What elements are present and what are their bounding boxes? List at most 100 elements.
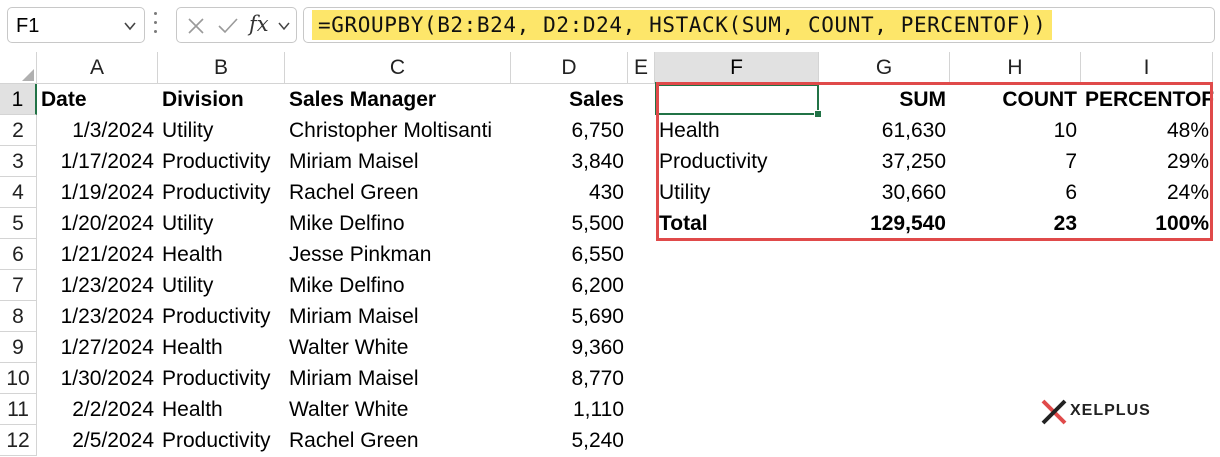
table-cell[interactable]: Walter White	[289, 336, 409, 359]
row-header-1[interactable]: 1	[0, 84, 37, 115]
groupby-cell[interactable]: 37,250	[881, 150, 946, 173]
table-cell[interactable]: Utility	[162, 274, 214, 297]
table-cell[interactable]: Jesse Pinkman	[289, 243, 432, 266]
table-cell[interactable]: Productivity	[162, 305, 271, 328]
table-cell[interactable]: 6,200	[571, 274, 624, 297]
column-header-i[interactable]: I	[1081, 52, 1213, 84]
groupby-cell[interactable]: Health	[659, 119, 720, 142]
table-cell[interactable]: 6,550	[571, 243, 624, 266]
table-cell[interactable]: Productivity	[162, 367, 271, 390]
table-cell[interactable]: 2/2/2024	[72, 398, 154, 421]
cancel-icon[interactable]	[187, 17, 205, 35]
fill-handle[interactable]	[814, 110, 822, 118]
groupby-total-cell[interactable]: 129,540	[870, 212, 946, 235]
groupby-cell[interactable]: 24%	[1166, 181, 1209, 204]
table-cell[interactable]: Productivity	[162, 429, 271, 452]
row-header-2[interactable]: 2	[0, 115, 37, 146]
table-cell[interactable]: Utility	[162, 212, 214, 235]
column-header-f[interactable]: F	[655, 52, 819, 84]
table-cell[interactable]: 1/30/2024	[60, 367, 154, 390]
table-cell[interactable]: Walter White	[289, 398, 409, 421]
row-header-4[interactable]: 4	[0, 177, 37, 208]
formula-input[interactable]: =GROUPBY(B2:B24, D2:D24, HSTACK(SUM, COU…	[303, 7, 1215, 43]
table-cell[interactable]: 1/17/2024	[60, 150, 154, 173]
table-cell[interactable]: 1/23/2024	[60, 274, 154, 297]
table-cell[interactable]: Miriam Maisel	[289, 305, 419, 328]
row-header-10[interactable]: 10	[0, 363, 37, 394]
groupby-header-cell[interactable]: SUM	[899, 88, 946, 111]
row-header-8[interactable]: 8	[0, 301, 37, 332]
row-header-9[interactable]: 9	[0, 332, 37, 363]
groupby-cell[interactable]: 29%	[1166, 150, 1209, 173]
groupby-cell[interactable]: Productivity	[659, 150, 768, 173]
table-cell[interactable]: Health	[162, 243, 223, 266]
select-all-corner[interactable]	[0, 52, 37, 84]
column-header-b[interactable]: B	[158, 52, 285, 84]
insert-function-icon[interactable]: fx	[249, 12, 269, 36]
groupby-cell[interactable]: 7	[1065, 150, 1077, 173]
table-cell[interactable]: 5,690	[571, 305, 624, 328]
column-header-a[interactable]: A	[37, 52, 158, 84]
groupby-cell[interactable]: 10	[1053, 119, 1077, 142]
table-header-cell[interactable]: Division	[162, 88, 244, 111]
table-cell[interactable]: 1/21/2024	[60, 243, 154, 266]
drag-handle-icon[interactable]	[152, 12, 160, 38]
chevron-down-icon[interactable]	[277, 19, 291, 33]
table-cell[interactable]: Mike Delfino	[289, 274, 405, 297]
table-cell[interactable]: 2/5/2024	[72, 429, 154, 452]
table-cell[interactable]: Rachel Green	[289, 181, 419, 204]
table-cell[interactable]: 5,500	[571, 212, 624, 235]
table-header-cell[interactable]: Sales Manager	[289, 88, 437, 111]
row-header-12[interactable]: 12	[0, 425, 37, 456]
table-cell[interactable]: Rachel Green	[289, 429, 419, 452]
groupby-total-cell[interactable]: 23	[1053, 212, 1077, 235]
table-cell[interactable]: Productivity	[162, 181, 271, 204]
table-cell[interactable]: Miriam Maisel	[289, 367, 419, 390]
table-cell[interactable]: 6,750	[571, 119, 624, 142]
row-header-11[interactable]: 11	[0, 394, 37, 425]
table-cell[interactable]: Christopher Moltisanti	[289, 119, 493, 142]
column-header-g[interactable]: G	[819, 52, 950, 84]
row-header-6[interactable]: 6	[0, 239, 37, 270]
groupby-cell[interactable]: 48%	[1166, 119, 1209, 142]
row-header-7[interactable]: 7	[0, 270, 37, 301]
table-cell[interactable]: 3,840	[571, 150, 624, 173]
table-cell[interactable]: Utility	[162, 119, 214, 142]
groupby-header-cell[interactable]: PERCENTOF	[1085, 88, 1215, 111]
table-cell[interactable]: 1/23/2024	[60, 305, 154, 328]
groupby-cell[interactable]: Utility	[659, 181, 711, 204]
table-header-cell[interactable]: Date	[41, 88, 87, 111]
table-cell[interactable]: 9,360	[571, 336, 624, 359]
table-cell[interactable]: 430	[588, 181, 624, 204]
row-header-5[interactable]: 5	[0, 208, 37, 239]
active-cell-F1[interactable]	[655, 84, 819, 115]
groupby-total-cell[interactable]: 100%	[1155, 212, 1209, 235]
name-box[interactable]: F1	[7, 7, 145, 43]
column-header-c[interactable]: C	[285, 52, 511, 84]
table-cell[interactable]: Health	[162, 398, 223, 421]
enter-check-icon[interactable]	[217, 17, 239, 35]
chevron-down-icon[interactable]	[122, 18, 138, 34]
groupby-cell[interactable]: 6	[1065, 181, 1077, 204]
column-header-d[interactable]: D	[511, 52, 628, 84]
groupby-cell[interactable]: 30,660	[881, 181, 946, 204]
groupby-header-cell[interactable]: COUNT	[1002, 88, 1077, 111]
table-cell[interactable]: Productivity	[162, 150, 271, 173]
table-cell[interactable]: 1/27/2024	[60, 336, 154, 359]
table-cell[interactable]: Mike Delfino	[289, 212, 405, 235]
table-header-cell[interactable]: Sales	[569, 88, 624, 111]
table-cell[interactable]: 1,110	[573, 398, 624, 421]
groupby-cell[interactable]: 61,630	[881, 119, 946, 142]
column-header-h[interactable]: H	[950, 52, 1081, 84]
table-cell[interactable]: 5,240	[571, 429, 624, 452]
row-header-3[interactable]: 3	[0, 146, 37, 177]
groupby-total-cell[interactable]: Total	[659, 212, 708, 235]
table-cell[interactable]: 1/3/2024	[72, 119, 154, 142]
table-cell[interactable]: Miriam Maisel	[289, 150, 419, 173]
table-cell[interactable]: 8,770	[571, 367, 624, 390]
column-header-e[interactable]: E	[628, 52, 655, 84]
select-all-triangle-icon	[22, 69, 34, 81]
table-cell[interactable]: 1/19/2024	[60, 181, 154, 204]
table-cell[interactable]: 1/20/2024	[60, 212, 154, 235]
table-cell[interactable]: Health	[162, 336, 223, 359]
